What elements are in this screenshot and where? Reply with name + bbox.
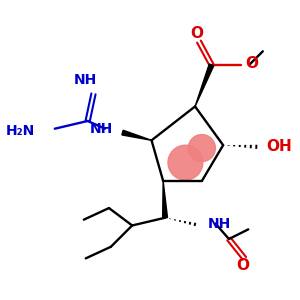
Text: O: O bbox=[190, 26, 203, 41]
Circle shape bbox=[168, 145, 203, 180]
Text: O: O bbox=[236, 258, 249, 273]
Text: NH: NH bbox=[90, 122, 113, 136]
Text: O: O bbox=[245, 56, 258, 71]
Polygon shape bbox=[163, 181, 167, 218]
Polygon shape bbox=[195, 64, 214, 106]
Text: NH: NH bbox=[208, 217, 231, 230]
Text: NH: NH bbox=[74, 73, 98, 87]
Text: OH: OH bbox=[266, 139, 292, 154]
Polygon shape bbox=[122, 130, 152, 140]
Text: H₂N: H₂N bbox=[6, 124, 35, 138]
Circle shape bbox=[188, 134, 215, 162]
